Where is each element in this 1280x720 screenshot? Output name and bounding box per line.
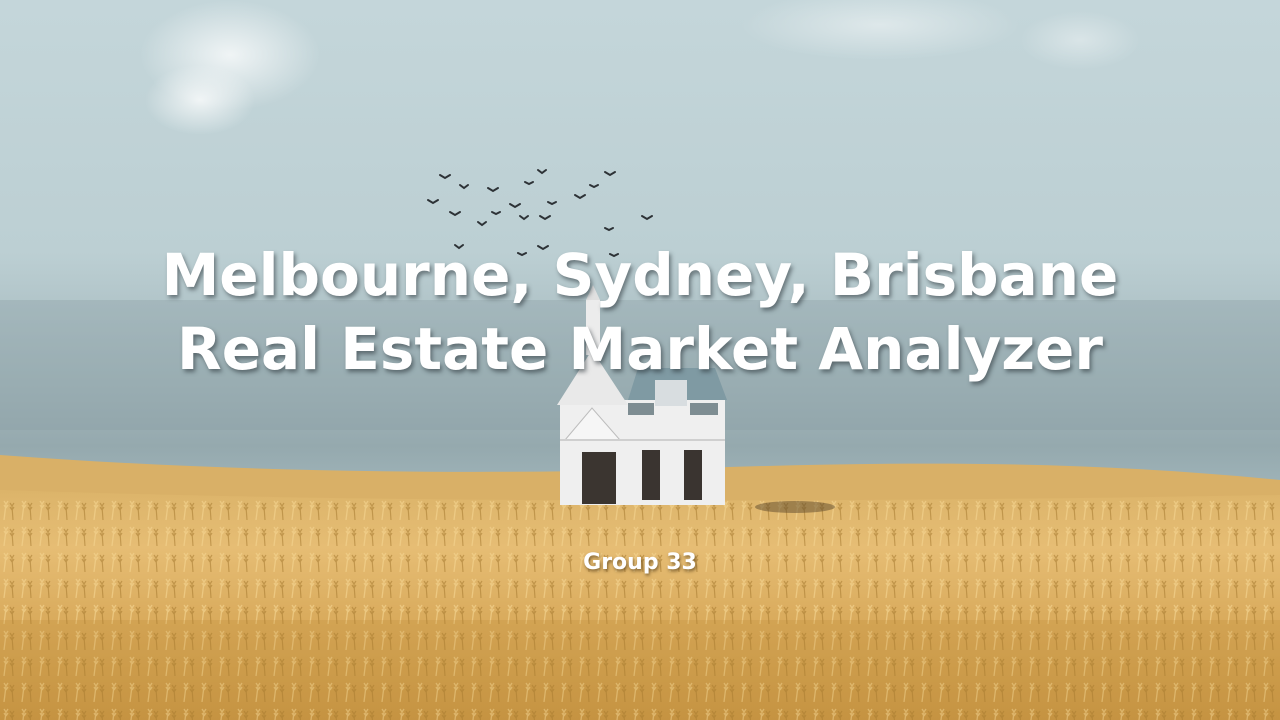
birds-icon: [427, 169, 653, 258]
house-icon: [557, 285, 727, 505]
title-line-1: Melbourne, Sydney, Brisbane: [161, 241, 1119, 309]
title-line-2: Real Estate Market Analyzer: [177, 315, 1103, 383]
slide-title: Melbourne, Sydney, Brisbane Real Estate …: [0, 238, 1280, 386]
slide-subtitle: Group 33: [583, 550, 697, 575]
clouds-icon: [140, 0, 1140, 135]
